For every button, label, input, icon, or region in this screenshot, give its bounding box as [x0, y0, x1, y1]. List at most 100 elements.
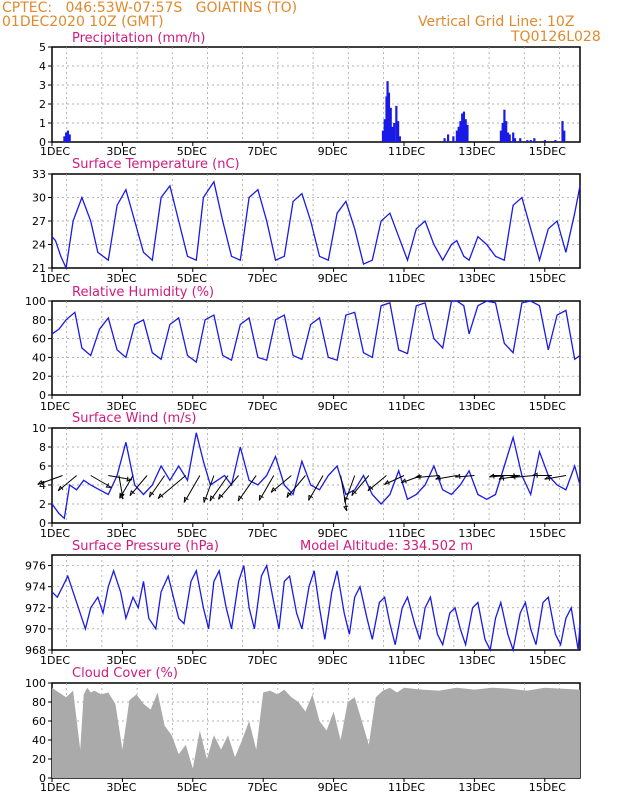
wind-arrowhead [435, 475, 441, 481]
pressure-ytick-label: 974 [25, 581, 46, 594]
temp-xtick-label: 13DEC [458, 272, 495, 285]
rh-ytick-label: 40 [32, 351, 46, 364]
precip-bar [513, 138, 517, 142]
precip-bar [395, 105, 398, 142]
precip-bar [554, 140, 557, 142]
temp-title: Surface Temperature (nC) [72, 157, 240, 172]
cloud-xtick-label: 11DEC [388, 781, 425, 794]
temp-xtick-label: 9DEC [318, 272, 348, 285]
precip-xtick-label: 5DEC [177, 145, 207, 158]
wind-xtick-label: 13DEC [458, 527, 495, 540]
precip-ytick-label: 2 [39, 98, 46, 111]
temp-ytick-label: 33 [32, 168, 46, 181]
wind-vector [218, 475, 239, 500]
wind-xtick-label: 3DEC [106, 527, 136, 540]
wind-arrowhead [544, 475, 550, 481]
wind-arrowhead [343, 505, 349, 512]
wind-vector [384, 475, 405, 486]
wind-arrowhead [237, 495, 243, 502]
temp-xtick-label: 5DEC [177, 272, 207, 285]
temp-line [51, 180, 581, 271]
cloud-xtick-label: 13DEC [458, 781, 495, 794]
wind-arrowhead [37, 479, 44, 486]
pressure-ytick-label: 970 [25, 623, 46, 636]
precip-bar [443, 138, 446, 142]
wind-vector [108, 475, 133, 481]
pressure-xtick-label: 3DEC [106, 654, 136, 667]
precip-ytick-label: 4 [39, 60, 46, 73]
wind-vector [157, 475, 187, 500]
precip-bar [398, 136, 401, 142]
wind-title: Surface Wind (m/s) [72, 411, 196, 426]
precip-bar [563, 130, 566, 142]
wind-vector [183, 475, 201, 503]
cloud-ytick-label: 60 [32, 715, 46, 728]
precip-title: Precipitation (mm/h) [72, 31, 205, 46]
cloud-xtick-label: 9DEC [318, 781, 348, 794]
precip-xtick-label: 13DEC [458, 145, 495, 158]
pressure-line [51, 563, 581, 653]
wind-arrowhead [343, 496, 349, 503]
wind-vector [237, 475, 257, 502]
wind-ytick-label: 0 [39, 517, 46, 530]
precip-bar [387, 92, 391, 142]
precip-bar [389, 107, 392, 142]
cloud-xtick-label: 1DEC [40, 781, 70, 794]
wind-arrowhead [510, 474, 516, 480]
precip-bar [501, 123, 504, 142]
precip-ytick-label: 1 [39, 117, 46, 130]
wind-arrowhead [129, 490, 135, 496]
cloud-area [52, 687, 580, 778]
pressure-ytick-label: 972 [25, 602, 46, 615]
cloud-xtick-label: 5DEC [177, 781, 207, 794]
run-code: TQ0126L028 [511, 29, 601, 45]
rh-xtick-label: 11DEC [388, 400, 425, 413]
precip-frame [51, 46, 581, 143]
precip-bar [66, 130, 70, 142]
temp-frame [51, 173, 581, 269]
cloud-ytick-label: 100 [25, 677, 46, 690]
rh-ytick-label: 0 [39, 389, 46, 402]
rh-title: Relative Humidity (%) [72, 285, 214, 300]
pressure-xtick-label: 7DEC [247, 654, 277, 667]
rh-xtick-label: 1DEC [40, 400, 70, 413]
wind-arrowhead [455, 473, 461, 479]
rh-ytick-label: 100 [25, 295, 46, 308]
cloud-xtick-label: 3DEC [106, 781, 136, 794]
precip-bar [397, 121, 400, 142]
precip-bar [393, 123, 396, 142]
wind-ytick-label: 10 [32, 422, 46, 435]
temp-xtick-label: 3DEC [106, 272, 136, 285]
pressure-annotation: Model Altitude: 334.502 m [300, 539, 473, 554]
precip-bar [506, 132, 510, 142]
precip-bar [65, 132, 68, 142]
pressure-xtick-label: 1DEC [40, 654, 70, 667]
rh-ytick-label: 20 [32, 370, 46, 383]
precip-bar [447, 134, 450, 142]
wind-line [51, 432, 581, 520]
precip-xtick-label: 3DEC [106, 145, 136, 158]
pressure-xtick-label: 15DEC [529, 654, 566, 667]
rh-xtick-label: 15DEC [529, 400, 566, 413]
rh-frame [51, 300, 581, 396]
rh-ytick-label: 80 [32, 314, 46, 327]
precip-bar [505, 121, 508, 142]
wind-vector [401, 475, 422, 484]
precip-bar [462, 111, 466, 142]
wind-arrowhead [258, 494, 264, 501]
rh-xtick-label: 9DEC [318, 400, 348, 413]
wind-xtick-label: 1DEC [40, 527, 70, 540]
precip-ytick-label: 5 [39, 41, 46, 54]
wind-arrowhead [270, 486, 277, 493]
wind-arrowhead [367, 485, 374, 492]
precip-bar [391, 126, 394, 142]
precip-bar [381, 130, 385, 142]
precip-xtick-label: 1DEC [40, 145, 70, 158]
rh-xtick-label: 3DEC [106, 400, 136, 413]
wind-vector [498, 475, 521, 480]
wind-arrowhead [498, 475, 505, 481]
wind-arrowhead [308, 494, 314, 501]
rh-xtick-label: 13DEC [458, 400, 495, 413]
wind-arrowhead [532, 472, 538, 478]
